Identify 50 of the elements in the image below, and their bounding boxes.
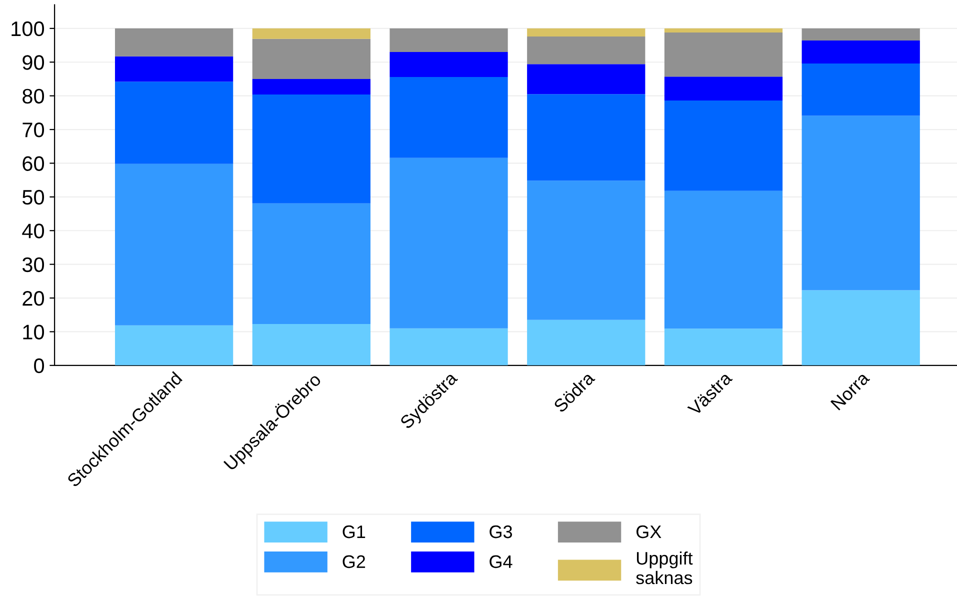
bar [664,190,783,329]
bar [114,82,234,164]
bar [114,164,234,326]
bar [664,100,783,191]
y-tick-label: 90 [22,55,44,70]
bar [527,94,646,181]
bar [252,78,370,94]
bar [252,94,370,204]
bar [114,28,234,56]
bar [802,290,920,366]
bar [527,320,646,366]
bar [527,64,646,94]
bar [802,63,920,116]
bar [390,52,508,77]
legend-label: G4 [490,555,512,568]
y-tick-label: 100 [12,21,44,36]
bar [390,328,508,366]
legend-label: G2 [342,555,366,568]
bar [252,324,370,366]
bar [252,38,370,79]
bar [664,328,783,366]
y-tick-label: 30 [22,257,44,272]
bar [802,40,920,64]
bar [664,32,783,77]
bar [252,28,370,39]
legend-label: G3 [490,525,512,538]
bar [664,28,783,32]
y-tick-label: 40 [22,224,44,238]
y-tick-label: 0 [34,358,44,374]
bar [114,56,234,82]
bar [390,28,508,52]
bar [390,76,508,158]
y-tick-label: 80 [22,88,44,104]
bar [527,180,646,320]
bar [527,36,646,64]
bar [527,28,646,37]
y-tick-label: 70 [22,122,44,138]
bar [802,28,920,41]
y-tick-label: 60 [22,156,44,171]
bar [252,203,370,324]
bar [390,158,508,328]
bar [664,76,783,101]
y-tick-label: 10 [23,324,44,340]
legend-label: Uppgift saknas [636,551,693,584]
bar [802,116,920,290]
legend-label: GX [636,525,662,538]
y-tick-label: 50 [22,190,44,205]
legend-label: G1 [342,525,366,538]
bar [114,325,234,366]
y-tick-label: 20 [22,291,44,306]
